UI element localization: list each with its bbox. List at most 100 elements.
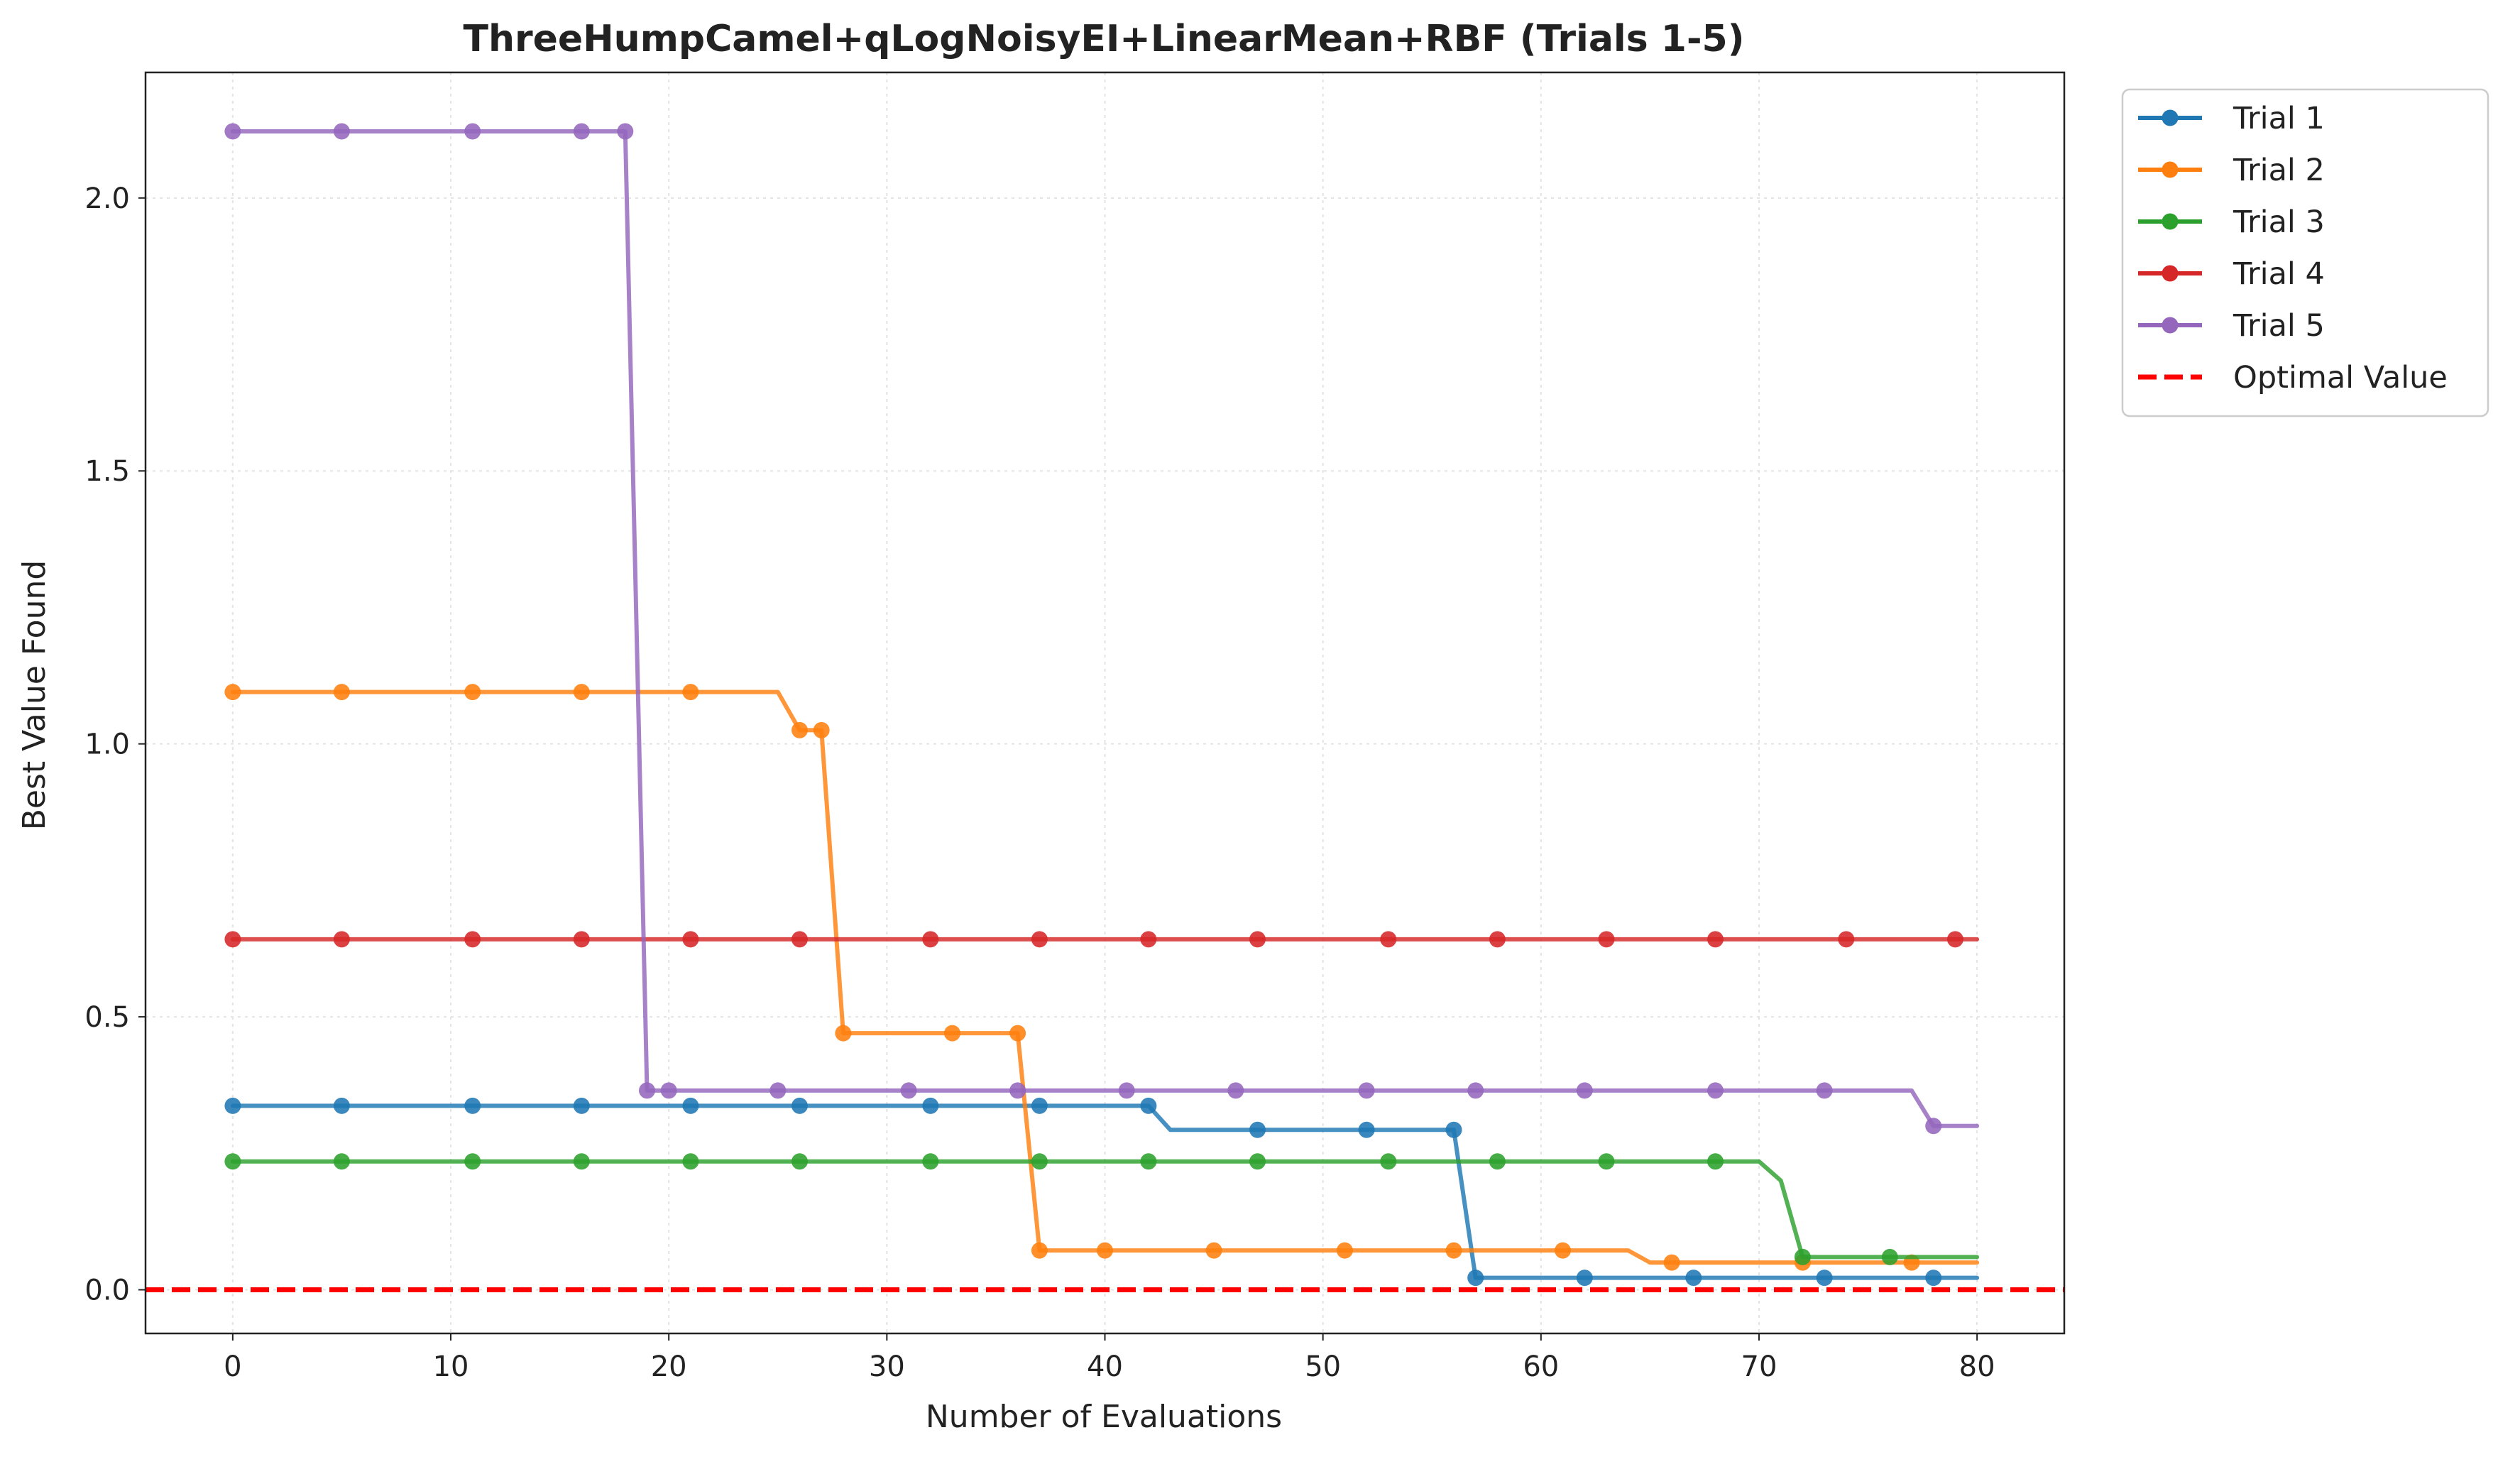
x-tick-label: 0 — [224, 1350, 241, 1383]
data-point — [813, 721, 830, 738]
series-trial-1 — [224, 1097, 1980, 1287]
legend-label: Trial 5 — [2233, 308, 2325, 344]
data-point — [1838, 931, 1855, 948]
data-point — [333, 1097, 350, 1114]
data-point — [791, 721, 808, 738]
data-point — [464, 1153, 481, 1170]
data-point — [660, 1082, 677, 1099]
y-axis-label: Best Value Found — [16, 560, 53, 831]
x-tick-label: 50 — [1305, 1350, 1341, 1383]
series-trial-3 — [224, 1153, 1980, 1265]
data-point — [1249, 1153, 1266, 1170]
data-point — [1794, 1248, 1811, 1265]
data-point — [639, 1082, 655, 1099]
data-point — [682, 1153, 699, 1170]
legend-entry-trial-4: Trial 4 — [2138, 256, 2325, 292]
y-axis: 0.0 0.5 1.0 1.5 2.0 — [84, 182, 146, 1306]
x-tick-label: 60 — [1523, 1350, 1559, 1383]
data-point — [224, 684, 241, 701]
data-point — [922, 1153, 939, 1170]
data-point — [1445, 1121, 1462, 1138]
data-point — [464, 931, 481, 948]
data-point — [1576, 1270, 1593, 1287]
data-point — [791, 1097, 808, 1114]
data-point — [1663, 1254, 1680, 1271]
x-tick-label: 40 — [1087, 1350, 1123, 1383]
data-point — [333, 931, 350, 948]
data-point — [1707, 1153, 1724, 1170]
data-point — [1009, 1025, 1026, 1042]
data-point — [1227, 1082, 1244, 1099]
data-point — [1925, 1270, 1942, 1287]
data-point — [769, 1082, 787, 1099]
y-tick-label: 0.5 — [84, 1001, 130, 1034]
series-trial-2 — [224, 684, 1980, 1271]
data-point — [1467, 1270, 1484, 1287]
data-point — [1489, 931, 1506, 948]
legend-label: Optimal Value — [2233, 360, 2448, 395]
data-point — [682, 684, 699, 701]
x-axis: 0 10 20 30 40 50 60 70 80 — [224, 1333, 1995, 1383]
legend-swatch-marker — [2162, 265, 2179, 282]
data-point — [1816, 1082, 1833, 1099]
legend-swatch-marker — [2162, 109, 2179, 126]
y-tick-label: 0.0 — [84, 1274, 130, 1306]
data-point — [1031, 1242, 1048, 1259]
x-tick-label: 10 — [433, 1350, 469, 1383]
data-point — [1445, 1242, 1462, 1259]
data-point — [573, 684, 590, 701]
legend-swatch-marker — [2162, 213, 2179, 230]
data-point — [333, 684, 350, 701]
series-line — [230, 689, 1980, 1265]
data-point — [464, 1097, 481, 1114]
data-point — [1467, 1082, 1484, 1099]
data-point — [1140, 931, 1157, 948]
legend-swatch-marker — [2162, 317, 2179, 334]
data-point — [944, 1025, 960, 1042]
legend-entry-trial-1: Trial 1 — [2138, 101, 2325, 136]
legend-label: Trial 1 — [2233, 101, 2325, 136]
legend-entry-trial-5: Trial 5 — [2138, 308, 2325, 344]
data-point — [1009, 1082, 1026, 1099]
y-tick-label: 2.0 — [84, 182, 130, 215]
data-point — [1489, 1153, 1506, 1170]
data-point — [1249, 931, 1266, 948]
data-point — [1118, 1082, 1135, 1099]
data-point — [224, 931, 241, 948]
data-point — [333, 1153, 350, 1170]
y-tick-label: 1.5 — [84, 455, 130, 488]
data-point — [1249, 1121, 1266, 1138]
data-point — [1816, 1270, 1833, 1287]
data-point — [1358, 1082, 1375, 1099]
data-point — [835, 1025, 852, 1042]
x-axis-label: Number of Evaluations — [926, 1399, 1282, 1435]
data-point — [791, 931, 808, 948]
data-point — [333, 123, 350, 140]
legend-swatch-marker — [2162, 161, 2179, 178]
data-point — [573, 1097, 590, 1114]
data-point — [1336, 1242, 1353, 1259]
data-point — [573, 1153, 590, 1170]
data-point — [1358, 1121, 1375, 1138]
data-point — [1881, 1248, 1898, 1265]
legend-label: Trial 4 — [2233, 256, 2325, 292]
chart-title: ThreeHumpCamel+qLogNoisyEI+LinearMean+RB… — [463, 18, 1744, 60]
data-point — [1140, 1153, 1157, 1170]
data-point — [224, 1097, 241, 1114]
x-tick-label: 30 — [869, 1350, 905, 1383]
data-point — [791, 1153, 808, 1170]
data-point — [573, 931, 590, 948]
data-point — [1031, 931, 1048, 948]
data-point — [1707, 1082, 1724, 1099]
data-point — [1685, 1270, 1702, 1287]
series-trial-5 — [224, 123, 1980, 1135]
legend-box — [2121, 88, 2489, 418]
data-point — [1946, 931, 1963, 948]
legend: Trial 1 Trial 2 Trial 3 Trial 4 Trial 5 Optim… — [2121, 88, 2489, 418]
data-point — [1031, 1153, 1048, 1170]
data-point — [464, 123, 481, 140]
data-point — [922, 931, 939, 948]
series-trial-4 — [224, 931, 1980, 948]
